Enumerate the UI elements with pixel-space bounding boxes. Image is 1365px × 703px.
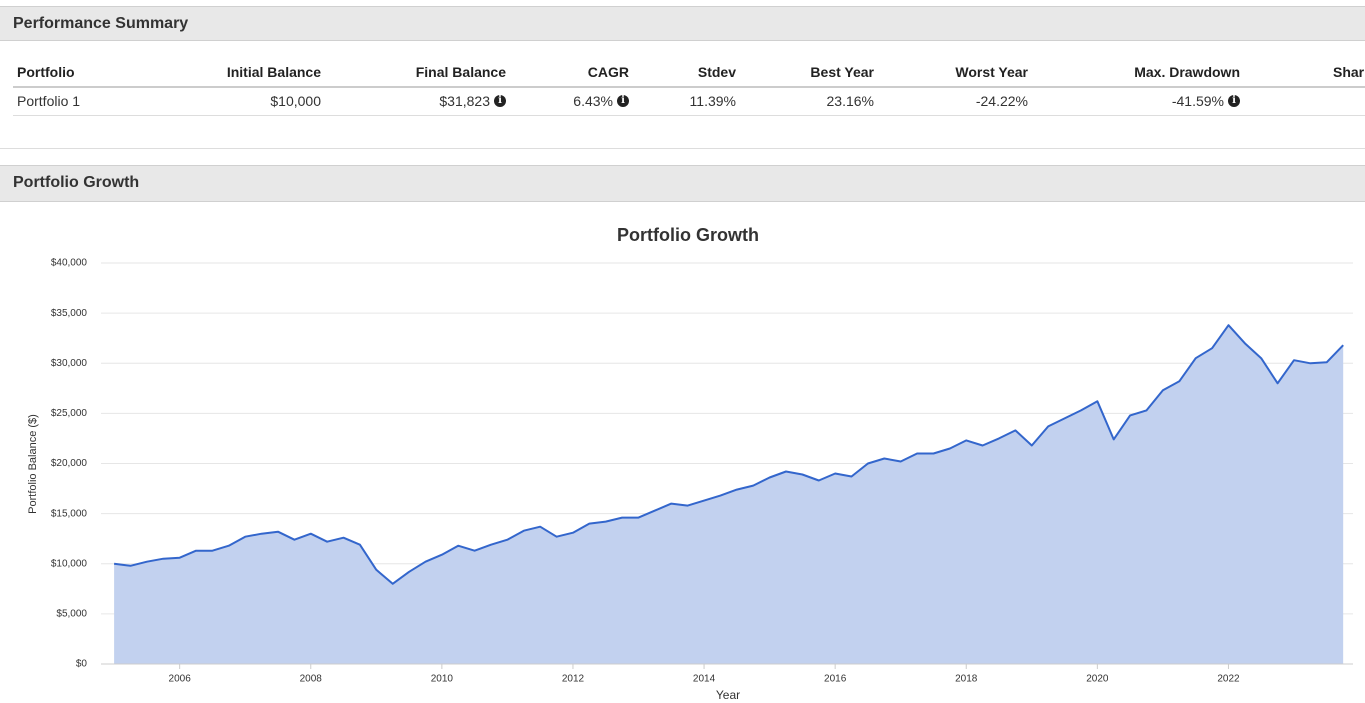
table-cell: 11.39% (690, 93, 736, 109)
cell-text: -24.22% (975, 93, 1028, 109)
section-title: Performance Summary (13, 15, 189, 32)
info-icon[interactable]: i (494, 95, 506, 107)
cell-text: Max. Drawdown (1134, 64, 1240, 80)
row-rule (13, 115, 1365, 116)
y-tick-label: $25,000 (51, 408, 88, 419)
x-axis-label: Year (716, 688, 740, 702)
x-tick-label: 2006 (169, 674, 192, 685)
table-cell: -41.59% i (1172, 93, 1240, 109)
column-header: Initial Balance (227, 64, 321, 80)
cell-text: Portfolio 1 (17, 93, 81, 109)
column-header: Sharpe (1333, 64, 1365, 80)
cell-text: Final Balance (415, 64, 506, 80)
y-tick-label: $10,000 (51, 558, 88, 569)
column-header: CAGR (588, 64, 629, 80)
table-cell: Portfolio 1 (17, 93, 80, 109)
y-tick-label: $30,000 (51, 358, 88, 369)
table-cell: $10,000 (270, 93, 321, 109)
summary-table: Portfolio Initial Balance Final Balance CAG… (13, 56, 1365, 116)
cell-text: Sharpe (1333, 64, 1365, 80)
y-axis-label: Portfolio Balance ($) (27, 414, 39, 514)
chart: Portfolio Growth Year Portfolio Balance … (27, 225, 1353, 702)
table-cell: $31,823 i (439, 93, 506, 109)
section-header: Portfolio Growth (0, 165, 1365, 202)
column-header: Stdev (698, 64, 736, 80)
x-tick-label: 2018 (955, 674, 978, 685)
x-tick-label: 2012 (562, 674, 585, 685)
column-header: Best Year (810, 64, 874, 80)
divider (0, 148, 1365, 149)
cell-text: Portfolio (17, 64, 75, 80)
cell-text: -41.59% (1171, 93, 1224, 109)
area (114, 325, 1344, 664)
cell-text: Best Year (810, 64, 874, 80)
section-header: Performance Summary (0, 6, 1365, 41)
info-icon[interactable]: i (617, 95, 629, 107)
cell-text: $31,823 (439, 93, 490, 109)
cell-text: 6.43% (573, 93, 613, 109)
cell-text: $10,000 (270, 93, 321, 109)
column-header: Worst Year (955, 64, 1028, 80)
chart-title: Portfolio Growth (617, 225, 759, 245)
header-rule (13, 86, 1365, 88)
line (113, 324, 1344, 585)
y-tick-label: $5,000 (56, 609, 87, 620)
y-tick-label: $40,000 (51, 258, 88, 269)
column-header: Max. Drawdown (1134, 64, 1240, 80)
cell-text: Stdev (697, 64, 736, 80)
y-tick-label: $35,000 (51, 308, 88, 319)
cell-text: 11.39% (689, 93, 736, 109)
x-tick-label: 2014 (693, 674, 716, 685)
table-cell: 23.16% (827, 93, 874, 109)
cell-text: Initial Balance (226, 64, 321, 80)
column-header: Final Balance (416, 64, 506, 80)
table-cell: 6.43% i (573, 93, 629, 109)
x-tick-label: 2010 (431, 674, 454, 685)
table-cell: -24.22% (976, 93, 1028, 109)
x-tick-label: 2020 (1086, 674, 1109, 685)
x-tick-label: 2016 (824, 674, 847, 685)
column-header: Portfolio (17, 64, 75, 80)
cell-text: Worst Year (955, 64, 1028, 80)
y-tick-label: $15,000 (51, 508, 88, 519)
cell-text: 23.16% (826, 93, 874, 109)
cell-text: CAGR (587, 64, 629, 80)
section-title: Portfolio Growth (13, 174, 140, 191)
y-tick-label: $20,000 (51, 458, 88, 469)
x-tick-label: 2022 (1217, 674, 1240, 685)
y-tick-label: $0 (76, 659, 88, 670)
info-icon[interactable]: i (1228, 95, 1240, 107)
x-tick-label: 2008 (300, 674, 323, 685)
